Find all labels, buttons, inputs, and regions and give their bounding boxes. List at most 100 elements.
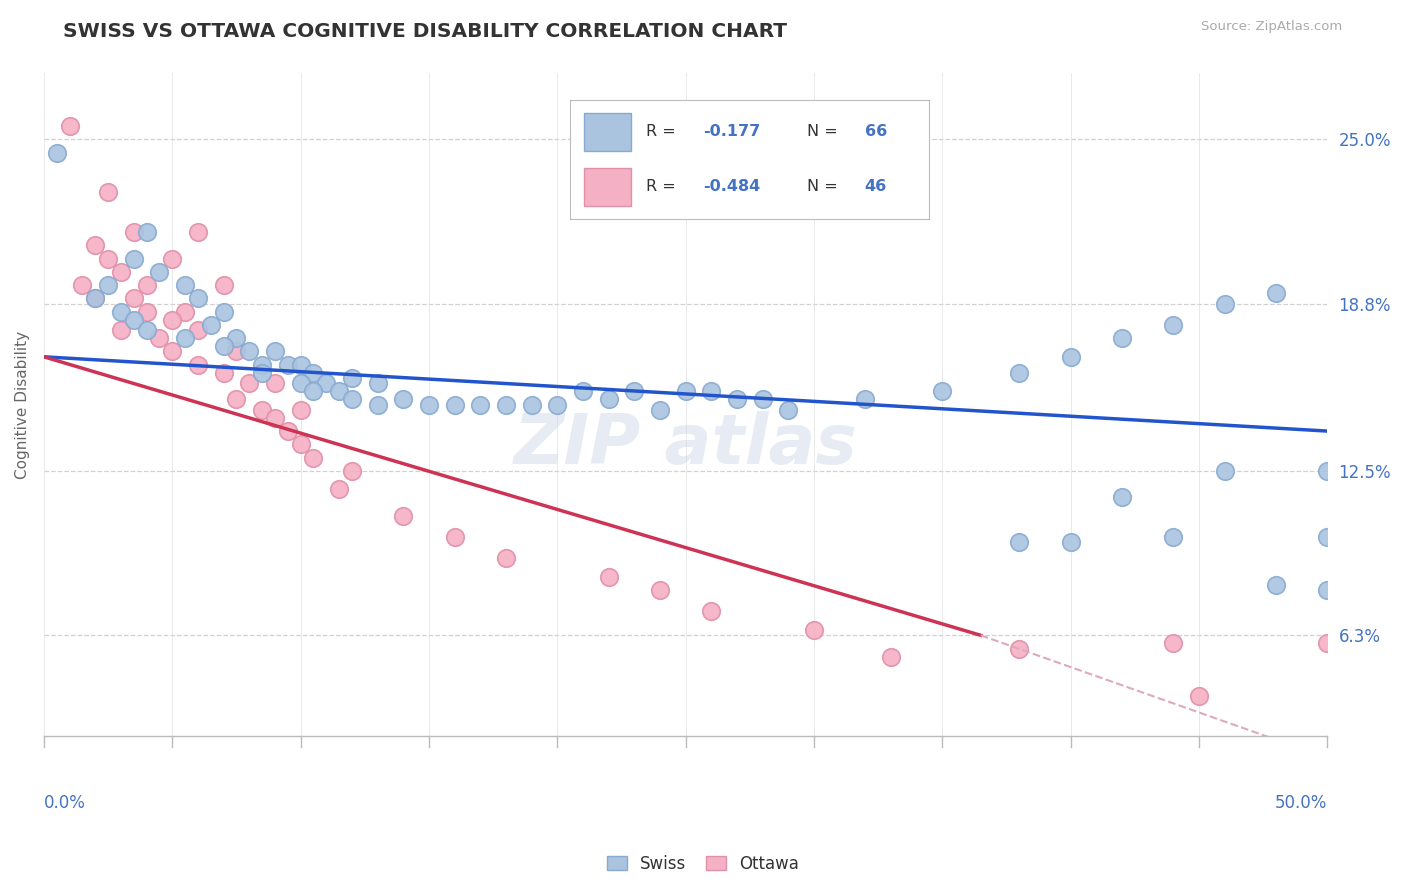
Point [174, 331, 197, 345]
Point [212, 339, 235, 353]
Point [277, 424, 299, 438]
Point [264, 376, 287, 391]
Text: 0.0%: 0.0% [44, 795, 86, 813]
Point [212, 278, 235, 293]
Point [1213, 464, 1236, 478]
Point [598, 570, 620, 584]
Point [187, 292, 209, 306]
Point [110, 265, 132, 279]
Point [1161, 636, 1184, 650]
Point [110, 304, 132, 318]
Point [803, 623, 825, 637]
Point [520, 398, 543, 412]
Point [1161, 530, 1184, 544]
Text: ZIP atlas: ZIP atlas [513, 411, 858, 478]
Point [302, 450, 325, 465]
Point [187, 225, 209, 239]
Point [212, 366, 235, 380]
Point [264, 344, 287, 359]
Point [778, 402, 800, 417]
Point [495, 398, 517, 412]
Point [97, 252, 120, 266]
Point [340, 371, 363, 385]
Point [135, 323, 157, 337]
Point [931, 384, 953, 399]
Legend: Swiss, Ottawa: Swiss, Ottawa [600, 848, 806, 880]
Point [225, 344, 247, 359]
Point [598, 392, 620, 407]
Point [97, 186, 120, 200]
Point [1008, 366, 1031, 380]
Point [72, 278, 94, 293]
Point [174, 304, 197, 318]
Point [853, 392, 876, 407]
Point [250, 402, 273, 417]
Point [572, 384, 595, 399]
Point [290, 376, 312, 391]
Point [264, 410, 287, 425]
Point [1316, 530, 1339, 544]
Point [443, 398, 465, 412]
Point [880, 649, 903, 664]
Point [367, 398, 389, 412]
Point [751, 392, 773, 407]
Point [1008, 535, 1031, 549]
Point [238, 344, 260, 359]
Point [302, 366, 325, 380]
Point [367, 376, 389, 391]
Point [225, 331, 247, 345]
Point [1264, 578, 1286, 592]
Point [1059, 350, 1081, 364]
Point [58, 119, 80, 133]
Point [1316, 583, 1339, 598]
Point [148, 331, 170, 345]
Point [122, 292, 145, 306]
Point [1188, 690, 1211, 704]
Point [302, 384, 325, 399]
Point [135, 304, 157, 318]
Text: SWISS VS OTTAWA COGNITIVE DISABILITY CORRELATION CHART: SWISS VS OTTAWA COGNITIVE DISABILITY COR… [63, 22, 787, 41]
Point [97, 278, 120, 293]
Text: Source: ZipAtlas.com: Source: ZipAtlas.com [1202, 20, 1343, 33]
Point [470, 398, 492, 412]
Point [315, 376, 337, 391]
Point [174, 278, 197, 293]
Point [45, 145, 67, 160]
Point [1111, 491, 1133, 505]
Point [675, 384, 697, 399]
Point [340, 392, 363, 407]
Point [277, 358, 299, 372]
Point [122, 252, 145, 266]
Point [725, 392, 748, 407]
Point [700, 604, 723, 618]
Point [160, 252, 183, 266]
Point [1213, 297, 1236, 311]
Point [392, 508, 415, 523]
Point [187, 323, 209, 337]
Point [1316, 636, 1339, 650]
Point [160, 312, 183, 326]
Point [238, 376, 260, 391]
Point [290, 358, 312, 372]
Point [700, 384, 723, 399]
Point [1111, 331, 1133, 345]
Point [495, 551, 517, 566]
Point [122, 312, 145, 326]
Point [1264, 286, 1286, 301]
Point [290, 437, 312, 451]
Point [122, 225, 145, 239]
Point [135, 278, 157, 293]
Y-axis label: Cognitive Disability: Cognitive Disability [15, 331, 30, 479]
Point [200, 318, 222, 332]
Point [160, 344, 183, 359]
Point [648, 402, 671, 417]
Point [84, 238, 107, 252]
Point [623, 384, 645, 399]
Point [392, 392, 415, 407]
Point [443, 530, 465, 544]
Point [135, 225, 157, 239]
Point [110, 323, 132, 337]
Point [250, 366, 273, 380]
Point [648, 583, 671, 598]
Point [546, 398, 568, 412]
